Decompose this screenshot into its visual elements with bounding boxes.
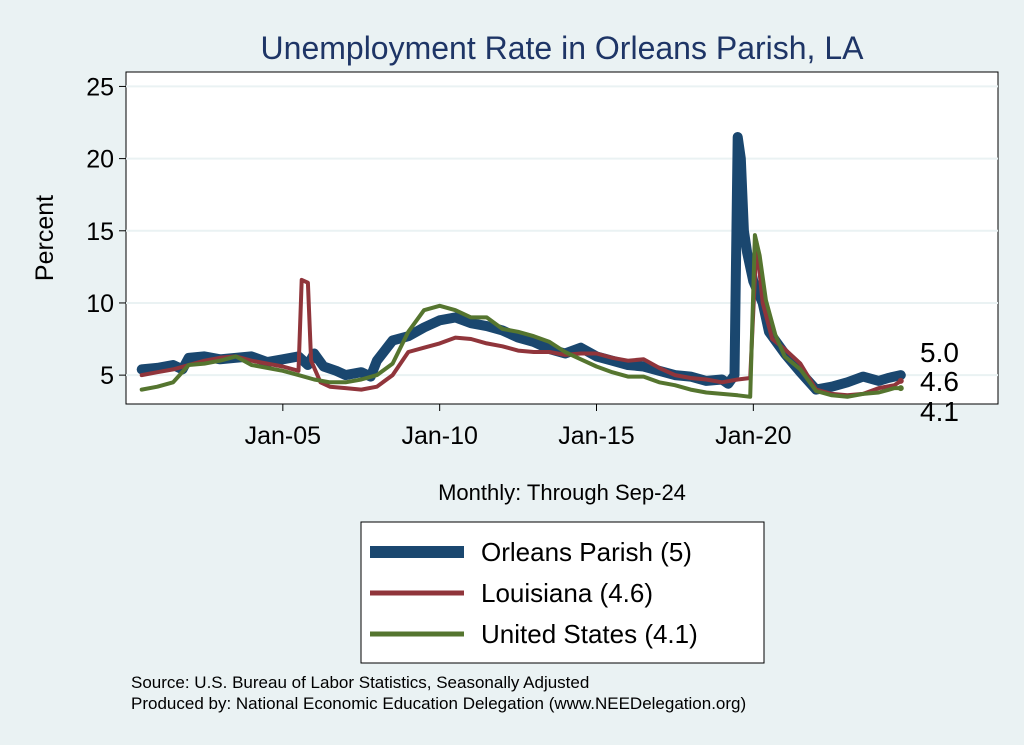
- series-lines: [136, 132, 906, 399]
- y-tick-label: 5: [100, 362, 114, 390]
- y-tick-label: 10: [86, 290, 114, 318]
- series-line-louisiana: [139, 240, 903, 398]
- end-marker: [897, 377, 904, 384]
- legend-label: Orleans Parish (5): [481, 537, 692, 567]
- legend: Orleans Parish (5) Louisiana (4.6) United …: [360, 521, 765, 664]
- legend-label: United States (4.1): [481, 619, 698, 649]
- end-label: 5.0: [920, 337, 959, 368]
- x-tick-label: Jan-05: [245, 422, 321, 450]
- legend-label: Louisiana (4.6): [481, 578, 653, 608]
- chart-title: Unemployment Rate in Orleans Parish, LA: [261, 30, 865, 66]
- x-axis-subtitle: Monthly: Through Sep-24: [438, 480, 686, 505]
- end-label: 4.1: [920, 396, 959, 427]
- y-axis-label: Percent: [31, 195, 59, 281]
- producer-note: Produced by: National Economic Education…: [131, 694, 746, 713]
- y-tick-label: 20: [86, 146, 114, 174]
- x-axis-ticks: Jan-05 Jan-10 Jan-15 Jan-20: [245, 404, 792, 450]
- legend-box: [360, 521, 765, 664]
- end-marker: [897, 385, 904, 392]
- x-tick-label: Jan-10: [401, 422, 477, 450]
- x-tick-label: Jan-15: [558, 422, 634, 450]
- end-labels: 5.04.64.1: [897, 337, 959, 427]
- x-tick-label: Jan-20: [715, 422, 791, 450]
- y-axis-ticks: 5 10 15 20 25: [86, 73, 126, 390]
- end-label: 4.6: [920, 366, 959, 397]
- source-note: Source: U.S. Bureau of Labor Statistics,…: [131, 673, 589, 692]
- series-line-united-states: [139, 233, 903, 399]
- y-tick-label: 25: [86, 73, 114, 101]
- end-marker: [897, 372, 904, 379]
- y-tick-label: 15: [86, 218, 114, 246]
